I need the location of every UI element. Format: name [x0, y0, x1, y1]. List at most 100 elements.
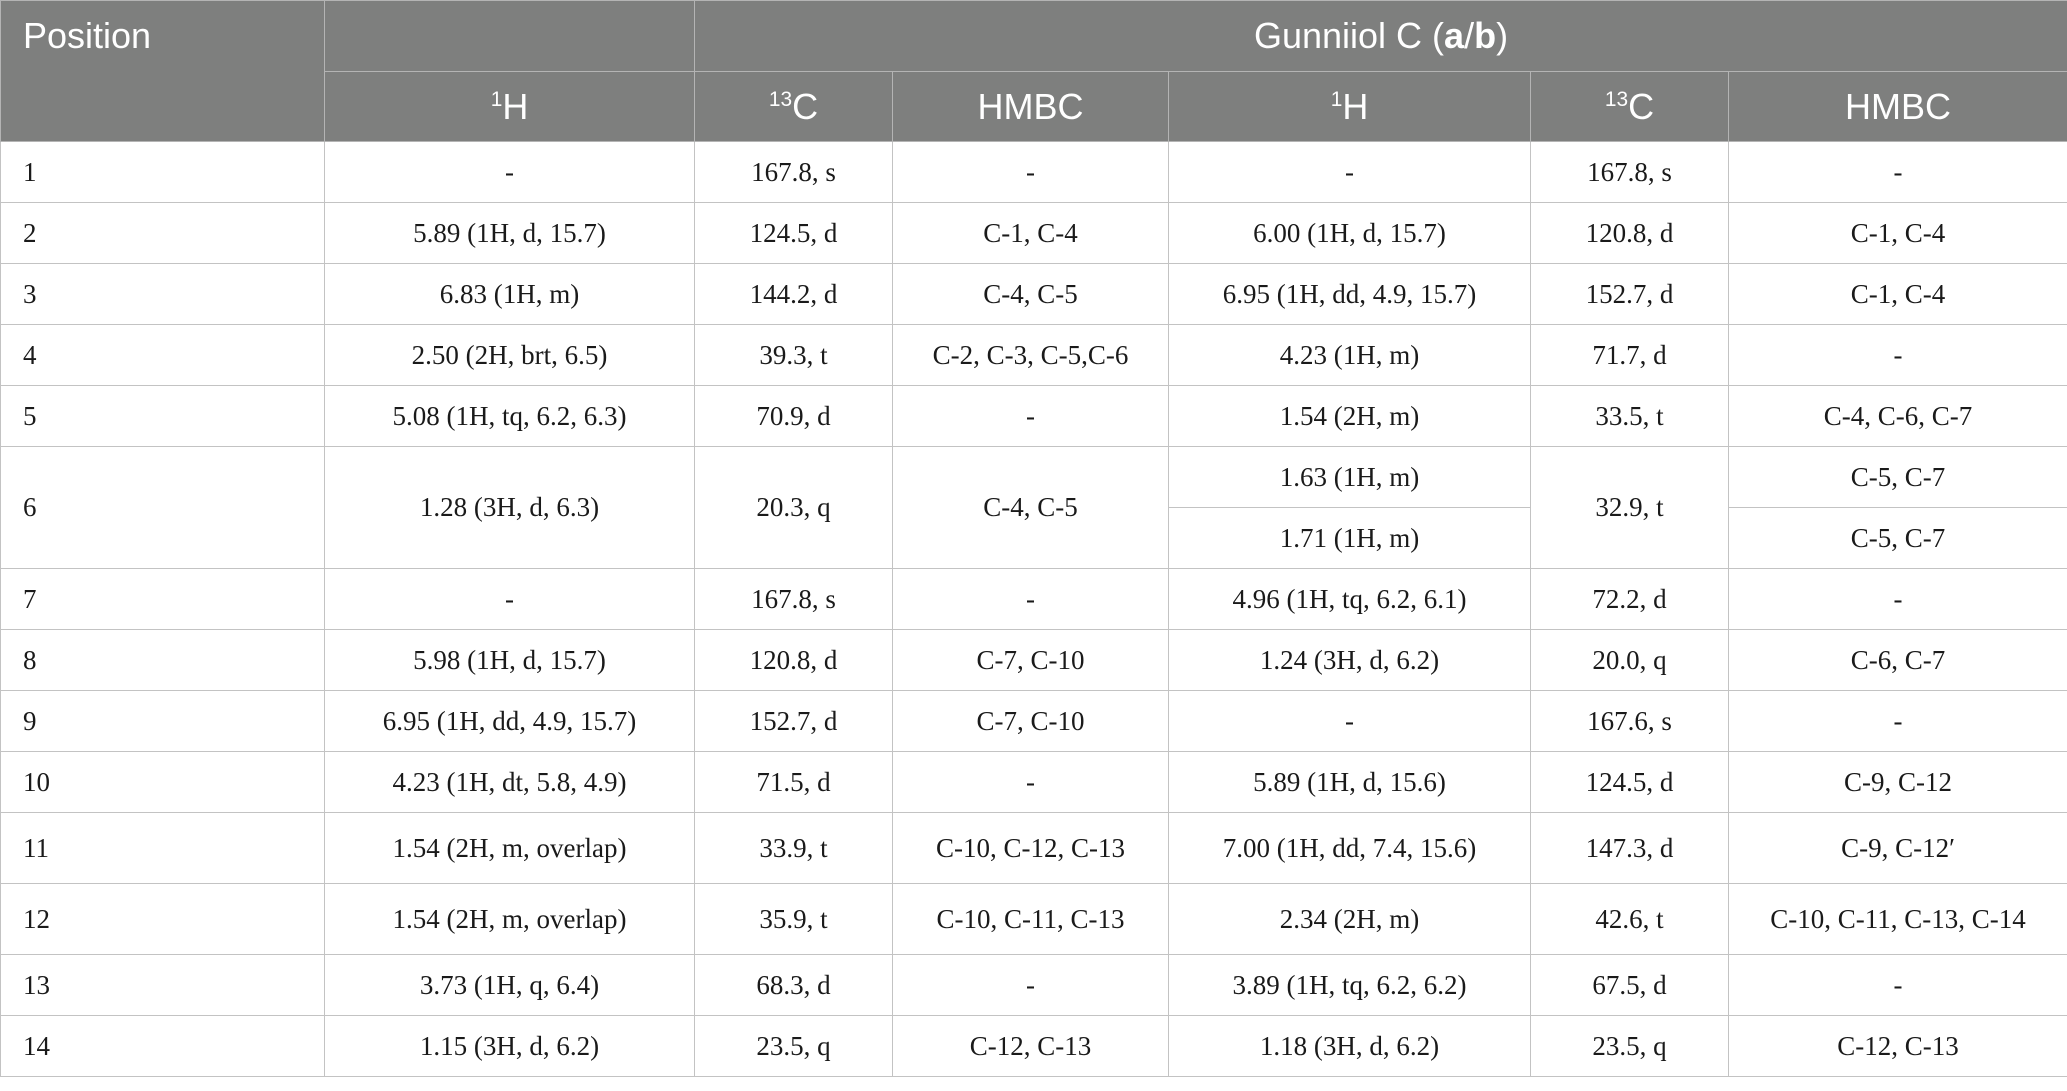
table-row: 5 5.08 (1H, tq, 6.2, 6.3) 70.9, d -1.54 (2H…: [0, 385, 2067, 447]
a-1h-cell: 1.54 (2H, m, overlap): [324, 883, 695, 955]
table-row: 7-167.8, s -4.96 (1H, tq, 6.2, 6.1) 72.2, …: [0, 568, 2067, 630]
subheader-text: C: [792, 85, 819, 127]
a-hmbc-cell: C-10, C-11, C-13: [892, 883, 1169, 955]
table-row: 1.71 (1H, m) C-5, C-7: [1, 507, 2067, 569]
b-1h-cell: 3.89 (1H, tq, 6.2, 6.2): [1168, 954, 1531, 1016]
subheader-5: HMBC: [1727, 71, 2067, 142]
subheader-text: H: [502, 85, 529, 127]
compound-prefix: Gunniiol C (: [1253, 15, 1445, 56]
position-cell: 7: [0, 568, 325, 630]
a-hmbc-cell: -: [892, 141, 1169, 203]
a-13c-cell: 167.8, s: [694, 568, 893, 630]
header-spacer: [324, 0, 695, 72]
position-header: Position: [0, 0, 325, 142]
a-hmbc-cell: C-4, C-5: [892, 263, 1169, 325]
subheader-row: 1H 13C HMBC 1H 13C HMBC: [1, 71, 2067, 142]
table-row: 12 1.54 (2H, m, overlap) 35.9, t C-10, C-11…: [0, 883, 2067, 955]
a-13c-cell: 124.5, d: [694, 202, 893, 264]
position-cell: 11: [0, 812, 325, 884]
table-row: 14 1.15 (3H, d, 6.2) 23.5, q C-12, C-13 1.18…: [0, 1015, 2067, 1077]
b-1h-cell: -: [1168, 690, 1531, 752]
position-cell: 9: [0, 690, 325, 752]
subheader-4: 13C: [1530, 71, 1729, 142]
compound-a: a: [1444, 15, 1465, 56]
b-hmbc-cell: C-9, C-12: [1727, 751, 2067, 813]
b-hmbc-cell: C-12, C-13: [1727, 1015, 2067, 1077]
position-cell: 12: [0, 883, 325, 955]
b-13c-cell: 167.6, s: [1530, 690, 1729, 752]
table-row: 13 3.73 (1H, q, 6.4) 68.3, d -3.89 (1H, tq,…: [0, 954, 2067, 1016]
a-hmbc-cell: -: [892, 751, 1169, 813]
position-cell: 4: [0, 324, 325, 386]
a-1h-cell: 3.73 (1H, q, 6.4): [324, 954, 695, 1016]
b-13c-cell: 20.0, q: [1530, 629, 1729, 691]
b-hmbc-cell: -: [1727, 324, 2067, 386]
subheader-sup: 13: [1604, 87, 1629, 111]
b-13c-cell: 71.7, d: [1530, 324, 1729, 386]
b-13c-cell: 72.2, d: [1530, 568, 1729, 630]
a-hmbc-cell: -: [892, 385, 1169, 447]
table-row: 8 5.98 (1H, d, 15.7) 120.8, d C-7, C-10 1.24…: [0, 629, 2067, 691]
a-1h-cell: 5.98 (1H, d, 15.7): [324, 629, 695, 691]
b-1h-cell: 5.89 (1H, d, 15.6): [1168, 751, 1531, 813]
table-row: 10 4.23 (1H, dt, 5.8, 4.9) 71.5, d -5.89 (1…: [0, 751, 2067, 813]
subheader-sup: 1: [490, 87, 503, 111]
compound-header: Gunniiol C (a/b): [693, 0, 2067, 72]
subheader-sup: 13: [768, 87, 793, 111]
table-row: 6 1.28 (3H, d, 6.3) 20.3, q C-4, C-5 1.63 (1…: [0, 446, 2067, 569]
b-hmbc-cell: C-9, C-12′: [1727, 812, 2067, 884]
b-1h-cell: 6.95 (1H, dd, 4.9, 15.7): [1168, 263, 1531, 325]
b-13c-cell: 33.5, t: [1530, 385, 1729, 447]
b-1h-cell: 1.18 (3H, d, 6.2): [1168, 1015, 1531, 1077]
a-13c-cell: 35.9, t: [694, 883, 893, 955]
position-cell: 10: [0, 751, 325, 813]
b-1h-cell: 7.00 (1H, dd, 7.4, 15.6): [1168, 812, 1531, 884]
b-1h-cell: 4.23 (1H, m): [1168, 324, 1531, 386]
table-header: Position Gunniiol C (a/b) 1H 13C HMBC 1H 13C…: [0, 0, 2067, 142]
b-1h-cell: -: [1168, 141, 1531, 203]
a-13c-cell: 20.3, q: [694, 446, 893, 569]
b-13c-cell: 23.5, q: [1530, 1015, 1729, 1077]
b-1h-cell: 1.24 (3H, d, 6.2): [1168, 629, 1531, 691]
b-1h-cell: 1.54 (2H, m): [1168, 385, 1531, 447]
b-13c-cell: 32.9, t: [1530, 446, 1729, 569]
b-hmbc-cell: C-5, C-7: [1727, 507, 2067, 569]
b-hmbc-cell: C-1, C-4: [1727, 263, 2067, 325]
a-1h-cell: 6.83 (1H, m): [324, 263, 695, 325]
a-1h-cell: 5.89 (1H, d, 15.7): [324, 202, 695, 264]
table-row: 1-167.8, s - -167.8, s-: [0, 141, 2067, 203]
b-13c-cell: 42.6, t: [1530, 883, 1729, 955]
b-hmbc-cell: C-6, C-7: [1727, 629, 2067, 691]
subheader-text: HMBC: [1845, 85, 1952, 127]
a-1h-cell: 4.23 (1H, dt, 5.8, 4.9): [324, 751, 695, 813]
b-hmbc-cell: -: [1727, 568, 2067, 630]
a-13c-cell: 120.8, d: [694, 629, 893, 691]
position-cell: 13: [0, 954, 325, 1016]
b-13c-cell: 67.5, d: [1530, 954, 1729, 1016]
b-hmbc-cell: -: [1727, 954, 2067, 1016]
subheader-text: HMBC: [977, 85, 1084, 127]
a-13c-cell: 23.5, q: [694, 1015, 893, 1077]
b-hmbc-cell: C-10, C-11, C-13, C-14: [1727, 883, 2067, 955]
position-cell: 3: [0, 263, 325, 325]
position-cell: 2: [0, 202, 325, 264]
a-hmbc-cell: -: [892, 954, 1169, 1016]
a-1h-cell: -: [324, 141, 695, 203]
b-1h-cell: 1.63 (1H, m): [1168, 446, 1531, 508]
a-hmbc-cell: C-2, C-3, C-5,C-6: [892, 324, 1169, 386]
b-hmbc-cell: C-4, C-6, C-7: [1727, 385, 2067, 447]
a-1h-cell: 1.54 (2H, m, overlap): [324, 812, 695, 884]
b-1h-cell: 6.00 (1H, d, 15.7): [1168, 202, 1531, 264]
a-13c-cell: 33.9, t: [694, 812, 893, 884]
a-hmbc-cell: C-12, C-13: [892, 1015, 1169, 1077]
a-1h-cell: 6.95 (1H, dd, 4.9, 15.7): [324, 690, 695, 752]
a-1h-cell: 5.08 (1H, tq, 6.2, 6.3): [324, 385, 695, 447]
b-13c-cell: 147.3, d: [1530, 812, 1729, 884]
b-13c-cell: 167.8, s: [1530, 141, 1729, 203]
subheader-sup: 1: [1330, 87, 1343, 111]
subheader-text: C: [1628, 85, 1655, 127]
a-13c-cell: 70.9, d: [694, 385, 893, 447]
a-1h-cell: 1.28 (3H, d, 6.3): [324, 446, 695, 569]
a-13c-cell: 68.3, d: [694, 954, 893, 1016]
subheader-1: 13C: [694, 71, 893, 142]
